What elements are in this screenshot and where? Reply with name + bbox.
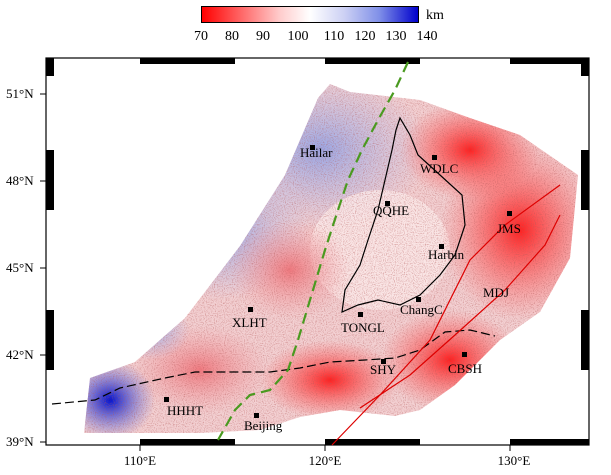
colorbar <box>201 6 419 23</box>
city-label-wdlc: WDLC <box>420 161 459 176</box>
colorbar-unit: km <box>426 8 444 23</box>
city-marker <box>248 307 253 312</box>
city-label-beijing: Beijing <box>244 418 283 433</box>
colorbar-tick: 100 <box>287 29 309 44</box>
city-label-hhht: HHHT <box>167 403 204 418</box>
colorbar-tick: 80 <box>225 29 239 44</box>
city-label-cbsh: CBSH <box>448 361 482 376</box>
city-label-harbin: Harbin <box>428 247 465 262</box>
city-label-tongl: TONGL <box>341 320 385 335</box>
lat-label: 42°N <box>6 347 34 362</box>
colorbar-tick: 140 <box>416 29 438 44</box>
city-label-qqhe: QQHE <box>373 203 410 218</box>
city-markers <box>164 145 512 418</box>
colorbar-tick: 110 <box>323 29 345 44</box>
lat-label: 39°N <box>6 434 34 449</box>
map-frame <box>40 57 590 451</box>
colorbar-tick: 130 <box>385 29 407 44</box>
colorbar-tick: 70 <box>194 29 208 44</box>
dashed-boundary <box>51 329 496 405</box>
basin-contour <box>341 116 466 313</box>
city-marker <box>507 211 512 216</box>
city-marker <box>439 244 444 249</box>
lon-label: 110°E <box>123 453 157 468</box>
city-marker <box>462 352 467 357</box>
city-marker <box>310 145 315 150</box>
city-marker <box>416 297 421 302</box>
city-label-jms: JMS <box>497 221 521 236</box>
gravity-lineament <box>217 61 409 441</box>
colorbar-tick: 90 <box>256 29 270 44</box>
fault-line-2 <box>359 214 561 409</box>
city-label-mdj: MDJ <box>483 285 510 300</box>
lat-label: 48°N <box>6 173 34 188</box>
lon-label: 120°E <box>308 453 342 468</box>
city-marker <box>432 155 437 160</box>
lat-label: 51°N <box>6 86 34 101</box>
city-label-xlht: XLHT <box>232 315 267 330</box>
fault-line-1 <box>331 184 561 446</box>
lat-label: 45°N <box>6 260 34 275</box>
city-marker <box>358 312 363 317</box>
lon-label: 130°E <box>497 453 531 468</box>
city-marker <box>254 413 259 418</box>
city-marker <box>385 201 390 206</box>
city-label-hailar: Hailar <box>300 145 333 160</box>
city-label-changc: ChangC <box>400 302 443 317</box>
depth-field <box>84 84 578 433</box>
city-label-shy: SHY <box>370 362 397 377</box>
colorbar-tick: 120 <box>354 29 376 44</box>
city-marker <box>164 397 169 402</box>
city-marker <box>381 359 386 364</box>
